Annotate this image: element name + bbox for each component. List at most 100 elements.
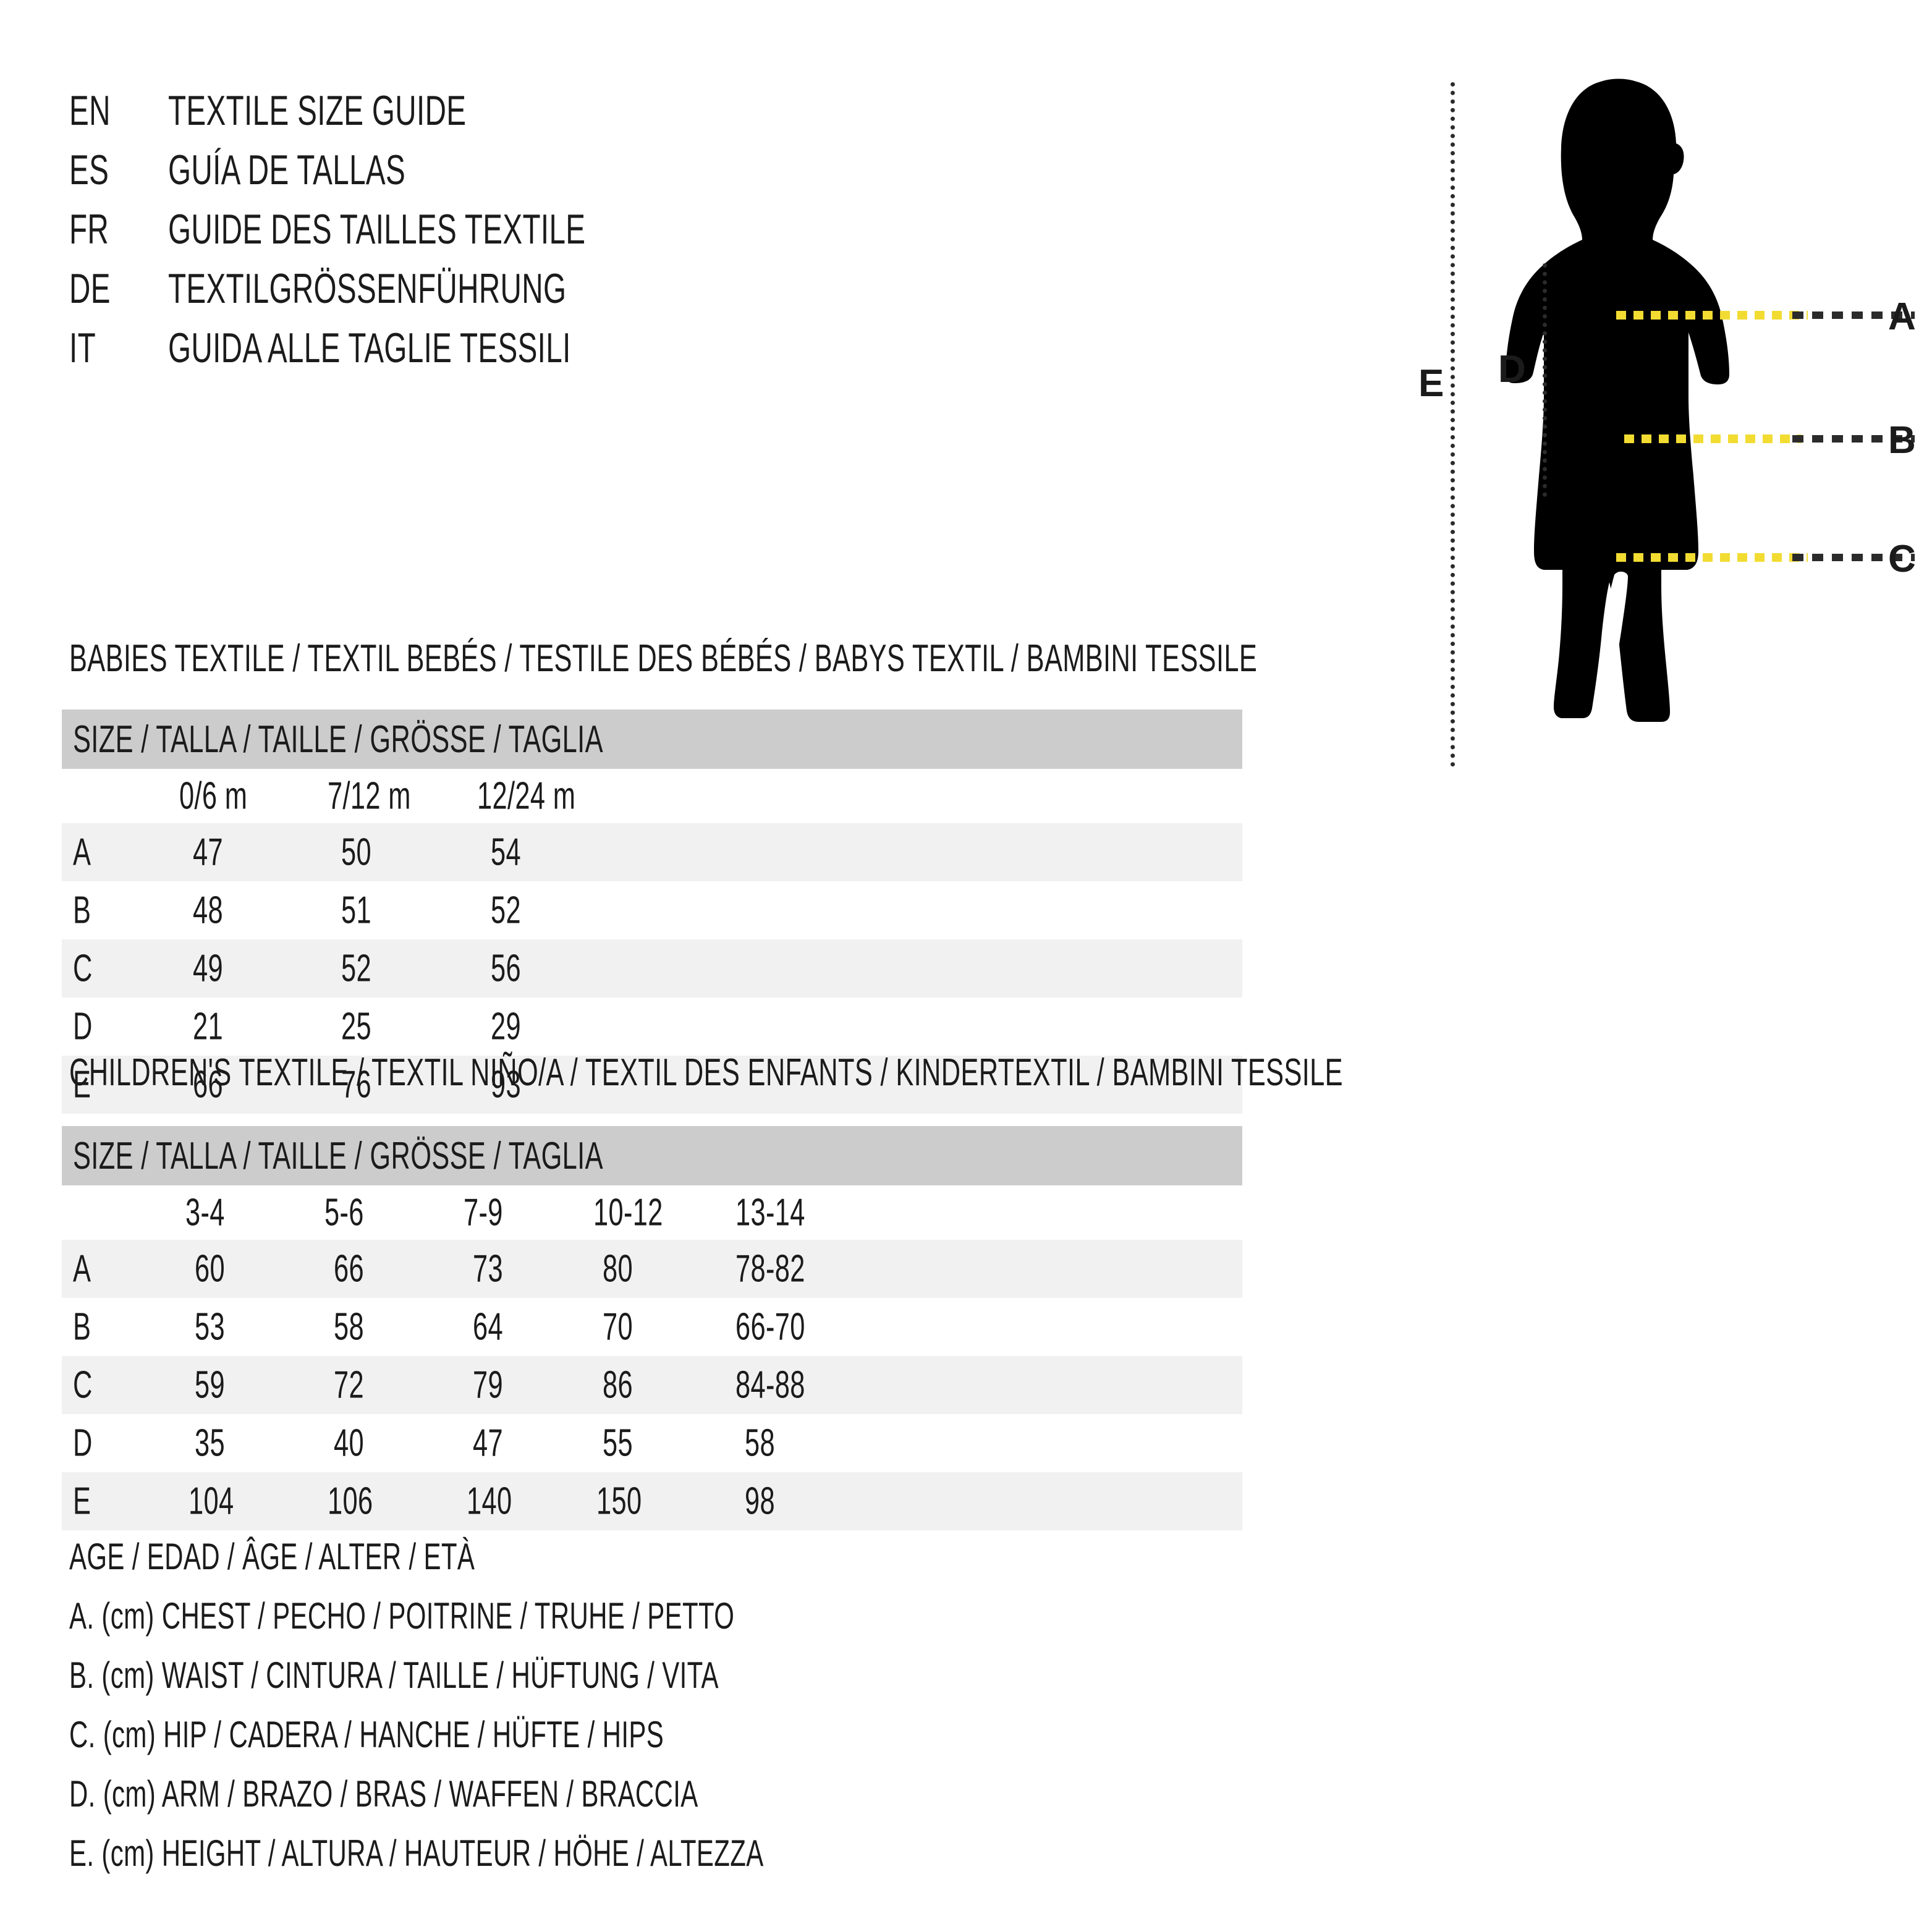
children-cell-a-4: 78-82: [735, 1247, 805, 1290]
babies-size-table: SIZE / TALLA / TAILLE / GRÖSSE / TAGLIA …: [62, 710, 1242, 1114]
children-cell-c-4: 84-88: [735, 1363, 805, 1407]
legend-line-age: AGE / EDAD / ÂGE / ALTER / ETÀ: [69, 1535, 475, 1577]
children-row-label-a: A: [73, 1247, 91, 1290]
language-row: EN TEXTILE SIZE GUIDE: [69, 87, 934, 146]
children-cell-c-3: 86: [603, 1363, 633, 1407]
children-col-3: 10-12: [593, 1191, 663, 1234]
figure-label-b: B: [1888, 419, 1916, 462]
language-row: IT GUIDA ALLE TAGLIE TESSILI: [69, 324, 934, 383]
children-cell-b-3: 70: [603, 1305, 633, 1349]
children-cell-d-3: 55: [603, 1421, 633, 1465]
children-cell-c-0: 59: [195, 1363, 225, 1407]
children-cell-c-2: 79: [473, 1363, 503, 1407]
language-code-es: ES: [69, 146, 109, 193]
children-cell-b-1: 58: [334, 1305, 364, 1349]
children-cell-a-3: 80: [603, 1247, 633, 1290]
babies-cell-b-2: 52: [491, 889, 521, 932]
children-cell-e-3: 150: [596, 1480, 642, 1523]
table-row: A 47 50 54: [62, 823, 1242, 881]
children-cell-b-0: 53: [195, 1305, 225, 1349]
language-row: ES GUÍA DE TALLAS: [69, 146, 934, 205]
children-section-heading: CHILDREN'S TEXTILE / TEXTIL NIÑO/A / TEX…: [69, 1051, 1343, 1094]
babies-row-label-d: D: [73, 1005, 93, 1048]
children-column-header-row: 3-4 5-6 7-9 10-12 13-14: [62, 1185, 1242, 1240]
figure-label-a: A: [1888, 295, 1916, 338]
babies-cell-b-1: 51: [341, 889, 371, 932]
legend-line-e: E. (cm) HEIGHT / ALTURA / HAUTEUR / HÖHE…: [69, 1832, 764, 1874]
legend-line-c: C. (cm) HIP / CADERA / HANCHE / HÜFTE / …: [69, 1713, 664, 1755]
babies-cell-d-1: 25: [341, 1005, 371, 1048]
language-title-es: GUÍA DE TALLAS: [168, 146, 406, 193]
children-row-label-d: D: [73, 1421, 93, 1465]
measurement-legend: AGE / EDAD / ÂGE / ALTER / ETÀ A. (cm) C…: [69, 1527, 1305, 1883]
language-code-it: IT: [69, 324, 96, 371]
table-row: C 49 52 56: [62, 939, 1242, 998]
measurement-figure: A B C: [1397, 74, 1928, 779]
figure-label-e: E: [1418, 362, 1444, 405]
children-cell-a-0: 60: [195, 1247, 225, 1290]
children-row-label-c: C: [73, 1363, 93, 1407]
babies-size-header-label: SIZE / TALLA / TAILLE / GRÖSSE / TAGLIA: [73, 718, 603, 761]
babies-cell-e-2: 93: [491, 1063, 521, 1106]
children-col-1: 5-6: [324, 1191, 364, 1234]
children-cell-b-4: 66-70: [735, 1305, 805, 1349]
language-code-en: EN: [69, 87, 111, 134]
table-row: B 53 58 64 70 66-70: [62, 1298, 1242, 1356]
children-cell-e-4: 98: [745, 1480, 775, 1523]
table-row: B 48 51 52: [62, 881, 1242, 939]
table-row: E 104 106 140 150 98: [62, 1472, 1242, 1530]
children-size-header-label: SIZE / TALLA / TAILLE / GRÖSSE / TAGLIA: [73, 1134, 603, 1177]
babies-cell-a-0: 47: [193, 831, 223, 874]
babies-col-1: 7/12 m: [328, 774, 411, 818]
babies-cell-d-2: 29: [491, 1005, 521, 1048]
babies-cell-a-2: 54: [491, 831, 521, 874]
children-col-0: 3-4: [185, 1191, 225, 1234]
children-cell-d-0: 35: [195, 1421, 225, 1465]
children-cell-e-0: 104: [189, 1480, 234, 1523]
babies-row-label-c: C: [73, 947, 93, 990]
children-cell-a-2: 73: [473, 1247, 503, 1290]
language-title-fr: GUIDE DES TAILLES TEXTILE: [168, 206, 586, 253]
table-row: D 35 40 47 55 58: [62, 1414, 1242, 1472]
language-row: DE TEXTILGRÖSSENFÜHRUNG: [69, 265, 934, 324]
children-cell-e-1: 106: [328, 1480, 373, 1523]
babies-column-header-row: 0/6 m 7/12 m 12/24 m: [62, 769, 1242, 823]
children-cell-c-1: 72: [334, 1363, 364, 1407]
children-table-header-bar: SIZE / TALLA / TAILLE / GRÖSSE / TAGLIA: [62, 1126, 1242, 1185]
language-code-de: DE: [69, 265, 111, 312]
babies-section-heading: BABIES TEXTILE / TEXTIL BEBÉS / TESTILE …: [69, 637, 1258, 680]
children-col-4: 13-14: [735, 1191, 805, 1234]
children-cell-d-4: 58: [745, 1421, 775, 1465]
babies-row-label-e: E: [73, 1063, 91, 1106]
children-cell-b-2: 64: [473, 1305, 503, 1349]
children-row-label-b: B: [73, 1305, 91, 1349]
children-cell-a-1: 66: [334, 1247, 364, 1290]
table-row: E 66 76 93: [62, 1056, 1242, 1114]
language-row: FR GUIDE DES TAILLES TEXTILE: [69, 205, 934, 265]
babies-row-label-a: A: [73, 831, 91, 874]
babies-cell-c-0: 49: [193, 947, 223, 990]
table-row: C 59 72 79 86 84-88: [62, 1356, 1242, 1414]
babies-cell-a-1: 50: [341, 831, 371, 874]
children-cell-d-2: 47: [473, 1421, 503, 1465]
figure-label-c: C: [1888, 538, 1916, 580]
children-col-2: 7-9: [464, 1191, 503, 1234]
height-dotted-line-e: [1451, 82, 1455, 767]
children-size-table: SIZE / TALLA / TAILLE / GRÖSSE / TAGLIA …: [62, 1126, 1242, 1530]
table-row: D 21 25 29: [62, 998, 1242, 1056]
legend-line-d: D. (cm) ARM / BRAZO / BRAS / WAFFEN / BR…: [69, 1773, 698, 1815]
babies-cell-c-1: 52: [341, 947, 371, 990]
child-silhouette-icon: [1506, 78, 1915, 722]
babies-cell-d-0: 21: [193, 1005, 223, 1048]
babies-cell-e-1: 76: [341, 1063, 371, 1106]
babies-cell-c-2: 56: [491, 947, 521, 990]
children-cell-d-1: 40: [334, 1421, 364, 1465]
figure-label-d: D: [1498, 348, 1526, 391]
babies-col-2: 12/24 m: [477, 774, 576, 818]
legend-line-a: A. (cm) CHEST / PECHO / POITRINE / TRUHE…: [69, 1595, 735, 1637]
babies-col-0: 0/6 m: [179, 774, 248, 818]
language-code-fr: FR: [69, 206, 109, 253]
language-title-en: TEXTILE SIZE GUIDE: [168, 87, 467, 134]
children-row-label-e: E: [73, 1480, 91, 1523]
babies-row-label-b: B: [73, 889, 91, 932]
